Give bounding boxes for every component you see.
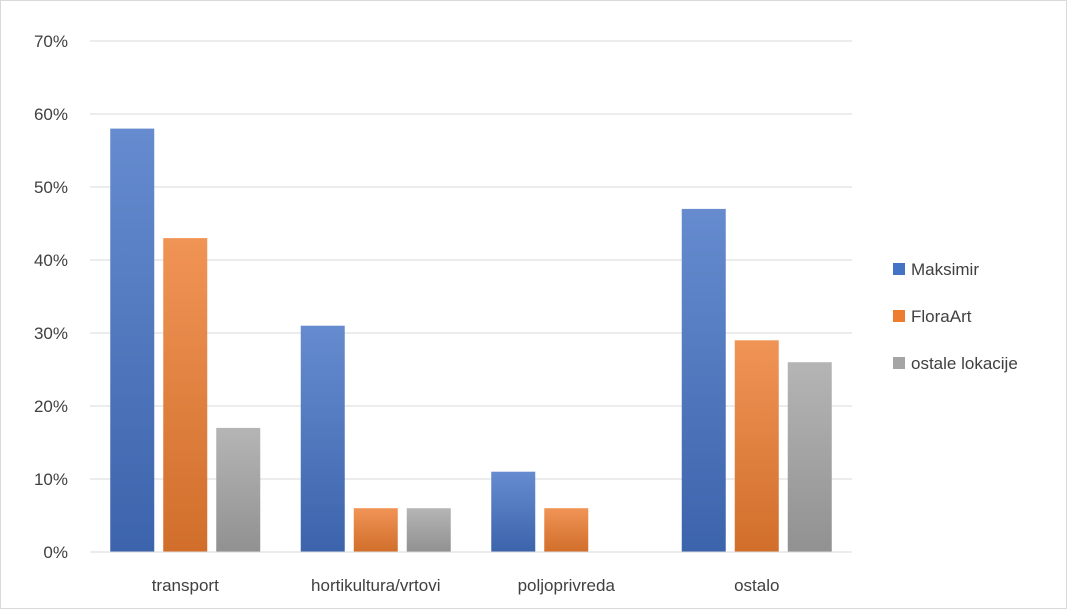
legend-label: FloraArt — [911, 307, 972, 326]
bar-maksimir-3 — [681, 208, 726, 552]
bars — [110, 128, 832, 552]
bar-ostale-lokacije-1 — [406, 508, 451, 552]
y-tick-label: 60% — [34, 105, 68, 124]
legend-label: Maksimir — [911, 260, 979, 279]
bar-floraart-1 — [353, 508, 398, 552]
y-tick-label: 70% — [34, 32, 68, 51]
x-tick-label: hortikultura/vrtovi — [311, 576, 440, 595]
y-tick-label: 30% — [34, 324, 68, 343]
bar-ostale-lokacije-3 — [787, 362, 832, 552]
y-axis-ticks: 0% 10% 20% 30% 40% 50% 60% 70% — [34, 32, 68, 562]
x-tick-label: transport — [152, 576, 219, 595]
x-axis: transport hortikultura/vrtovi poljoprivred… — [90, 551, 852, 595]
y-tick-label: 10% — [34, 470, 68, 489]
legend-swatch — [893, 310, 905, 322]
bar-maksimir-2 — [491, 471, 536, 552]
y-tick-label: 40% — [34, 251, 68, 270]
x-tick-label: ostalo — [734, 576, 779, 595]
bar-floraart-3 — [734, 340, 779, 552]
bar-maksimir-0 — [110, 128, 155, 552]
y-tick-label: 20% — [34, 397, 68, 416]
legend-swatch — [893, 263, 905, 275]
legend: Maksimir FloraArt ostale lokacije — [893, 260, 1018, 373]
bar-maksimir-1 — [300, 325, 345, 552]
bar-floraart-2 — [544, 508, 589, 552]
legend-label: ostale lokacije — [911, 354, 1018, 373]
bar-floraart-0 — [163, 238, 208, 552]
x-tick-label: poljoprivreda — [518, 576, 616, 595]
y-tick-label: 0% — [43, 543, 68, 562]
bar-ostale-lokacije-0 — [216, 427, 261, 552]
legend-swatch — [893, 357, 905, 369]
y-tick-label: 50% — [34, 178, 68, 197]
